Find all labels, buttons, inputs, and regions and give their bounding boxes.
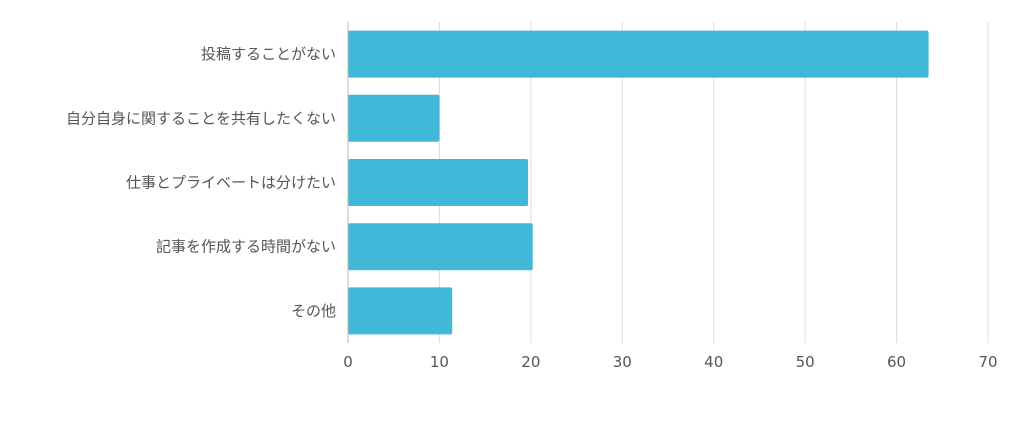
- x-tick-label: 30: [613, 353, 632, 371]
- x-tick-label: 20: [521, 353, 540, 371]
- category-label: 記事を作成する時間がない: [156, 238, 336, 256]
- category-label: 仕事とプライベートは分けたい: [126, 174, 336, 192]
- bar: [348, 159, 529, 206]
- bars: [348, 30, 929, 335]
- bar: [348, 287, 453, 335]
- category-labels: 投稿することがない自分自身に関することを共有したくない仕事とプライベートは分けた…: [66, 45, 336, 320]
- x-tick-label: 50: [796, 353, 815, 371]
- category-label: その他: [291, 302, 336, 320]
- x-tick-label: 70: [978, 353, 997, 371]
- x-tick-label: 40: [704, 353, 723, 371]
- x-tick-labels: 0 10 20 30 40 50 60 70: [343, 353, 997, 371]
- category-label: 自分自身に関することを共有したくない: [66, 109, 336, 127]
- x-tick-label: 60: [887, 353, 906, 371]
- x-tick-label: 0: [343, 353, 353, 371]
- category-label: 投稿することがない: [201, 45, 336, 63]
- bar: [348, 30, 929, 78]
- x-tick-label: 10: [430, 353, 449, 371]
- bar: [348, 223, 533, 271]
- bar: [348, 94, 440, 142]
